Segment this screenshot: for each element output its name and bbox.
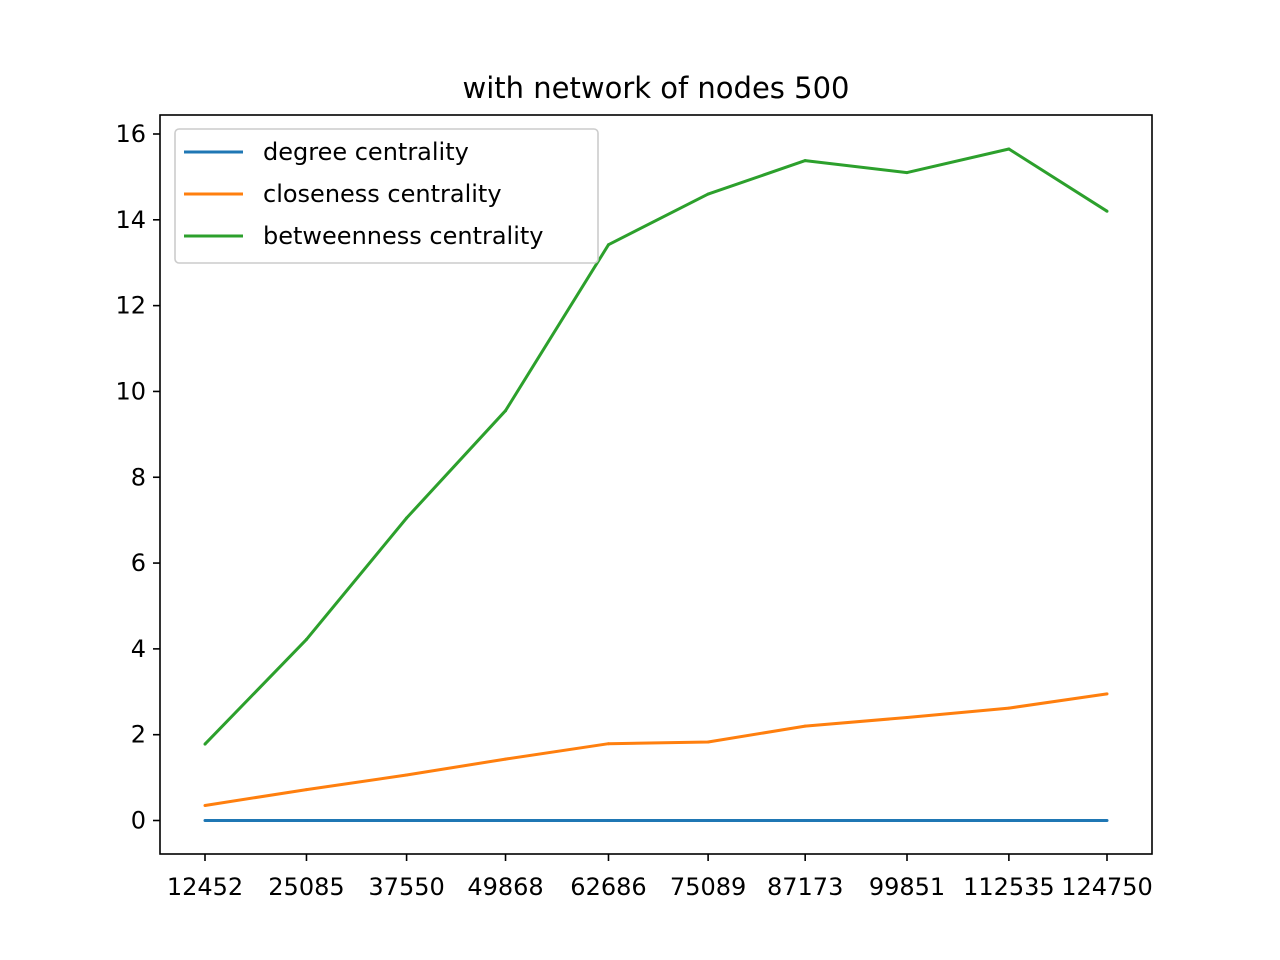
data-point [1105, 209, 1109, 213]
data-point [1105, 692, 1109, 696]
series-line-2 [203, 147, 1108, 746]
data-point [706, 740, 710, 744]
data-point [203, 819, 207, 822]
data-point [1007, 819, 1011, 822]
data-point [606, 819, 610, 822]
data-point [606, 243, 610, 247]
y-tick-label: 6 [131, 549, 146, 577]
series-lines [203, 147, 1109, 822]
data-point [905, 171, 909, 175]
x-tick-label: 75089 [670, 873, 746, 901]
data-point [606, 742, 610, 746]
data-point [504, 409, 508, 413]
x-tick-label: 49868 [467, 873, 543, 901]
data-point [203, 742, 207, 746]
data-point [1007, 706, 1011, 710]
data-point [203, 803, 207, 807]
y-tick-label: 10 [115, 377, 146, 405]
data-point [706, 192, 710, 196]
y-tick-label: 8 [131, 463, 146, 491]
legend-box [174, 128, 599, 264]
y-tick-label: 12 [115, 292, 146, 320]
data-point [1007, 147, 1011, 151]
series-line-1 [204, 692, 1108, 807]
data-point [706, 819, 710, 822]
data-point [304, 788, 308, 792]
plot-frame [159, 114, 1153, 855]
y-tick-label: 0 [131, 807, 146, 835]
chart-title: with network of nodes 500 [463, 71, 850, 105]
data-point [405, 819, 409, 822]
x-tick-label: 12452 [167, 873, 243, 901]
x-tick-label: 124750 [1061, 873, 1153, 901]
legend: degree centrality closeness centrality bet… [174, 128, 599, 264]
data-point [504, 757, 508, 761]
y-tick-label: 16 [115, 120, 146, 148]
x-tick-label: 37550 [368, 873, 444, 901]
data-point [803, 819, 807, 822]
x-tick-label: 62686 [570, 873, 646, 901]
data-point [905, 716, 909, 720]
data-point [504, 819, 508, 822]
legend-label: closeness centrality [263, 180, 502, 208]
data-point [803, 724, 807, 728]
data-point [905, 819, 909, 822]
y-tick-label: 2 [131, 721, 146, 749]
y-tick-label: 4 [131, 635, 146, 663]
y-tick-label: 14 [115, 206, 146, 234]
x-tick-label: 25085 [268, 873, 344, 901]
legend-label: degree centrality [263, 138, 469, 166]
data-point [1105, 819, 1109, 822]
data-point [803, 159, 807, 163]
x-tick-label: 112535 [963, 873, 1055, 901]
x-tick-label: 87173 [767, 873, 843, 901]
x-tick-label: 99851 [869, 873, 945, 901]
data-point [304, 637, 308, 641]
data-point [405, 773, 409, 777]
data-point [405, 516, 409, 520]
plot-area: 0 2 4 6 8 10 12 14 16 12452 25085 37550 49868 62686 75… [115, 114, 1153, 901]
legend-label: betweenness centrality [263, 222, 544, 250]
data-point [304, 819, 308, 822]
